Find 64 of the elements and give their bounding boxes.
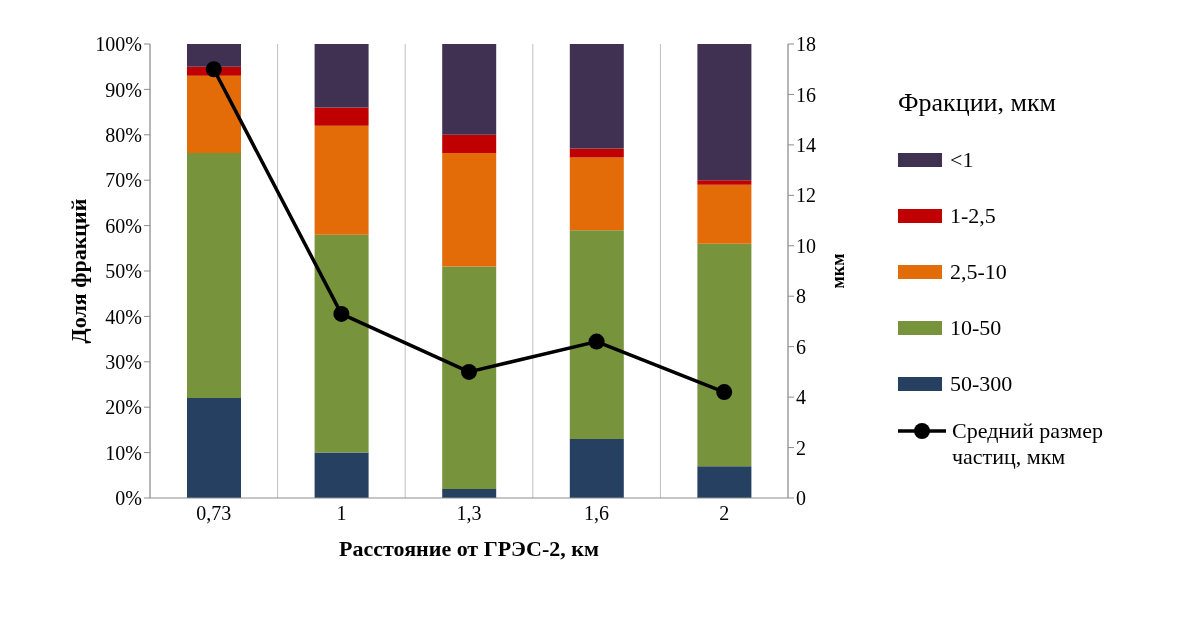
legend-label: Средний размер частиц, мкм [952, 418, 1104, 470]
bar [697, 243, 752, 467]
x-tick-label: 1,3 [456, 502, 482, 525]
y2-tick-label: 4 [796, 386, 806, 409]
legend-title: Фракции, мкм [898, 88, 1057, 118]
bar [187, 152, 241, 399]
y-tick-label: 90% [105, 78, 142, 101]
bar [314, 234, 369, 453]
bar [314, 44, 369, 108]
y-tick-label: 50% [105, 260, 142, 283]
bar [314, 125, 369, 235]
legend-label: 1-2,5 [950, 203, 996, 229]
legend-label: 50-300 [950, 371, 1013, 397]
y2-tick-label: 18 [796, 33, 816, 56]
y2-tick-label: 16 [796, 83, 816, 106]
bar [314, 107, 369, 126]
x-tick-label: 1,6 [584, 502, 610, 525]
x-tick-label: 1 [336, 502, 347, 525]
bar [569, 148, 624, 158]
x-tick-label: 2 [719, 502, 730, 525]
y2-tick-label: 6 [796, 335, 806, 358]
bar [569, 438, 624, 498]
y2-tick-label: 14 [796, 133, 816, 156]
y-tick-label: 40% [105, 305, 142, 328]
y-axis-title: Доля фракций [65, 198, 91, 344]
point [205, 61, 222, 78]
legend-label: 2,5-10 [950, 259, 1007, 285]
legend-label: <1 [950, 147, 974, 173]
x-tick-label: 0,73 [196, 502, 232, 525]
y-tick-label: 60% [105, 214, 142, 237]
bar [569, 157, 624, 231]
bar [697, 44, 752, 181]
y-tick-label: 0% [115, 487, 142, 510]
y-tick-label: 20% [105, 396, 142, 419]
bar [442, 266, 497, 489]
y-tick-label: 10% [105, 441, 142, 464]
bar [442, 152, 497, 267]
bar [697, 466, 752, 498]
point [588, 333, 605, 350]
y2-tick-label: 10 [796, 234, 816, 257]
y2-axis-title: мкм [828, 253, 849, 289]
y2-tick-label: 0 [796, 487, 806, 510]
legend-label: 10-50 [950, 315, 1002, 341]
y-tick-label: 30% [105, 350, 142, 373]
x-axis-title: Расстояние от ГРЭС-2, км [339, 535, 599, 561]
y2-tick-label: 2 [796, 436, 806, 459]
y2-tick-label: 12 [796, 184, 816, 207]
bar [442, 44, 497, 135]
bar [187, 44, 241, 67]
bar [187, 75, 241, 153]
y-tick-label: 100% [95, 33, 142, 56]
bar [314, 452, 369, 498]
y-tick-label: 70% [105, 169, 142, 192]
bar [697, 184, 752, 244]
bar [697, 180, 752, 185]
point [333, 305, 350, 322]
bar [569, 44, 624, 149]
bar [442, 134, 497, 153]
bar [569, 230, 624, 439]
y-tick-label: 80% [105, 123, 142, 146]
point [716, 384, 733, 401]
point [461, 363, 477, 380]
bar [187, 398, 241, 498]
y2-tick-label: 8 [796, 285, 806, 308]
